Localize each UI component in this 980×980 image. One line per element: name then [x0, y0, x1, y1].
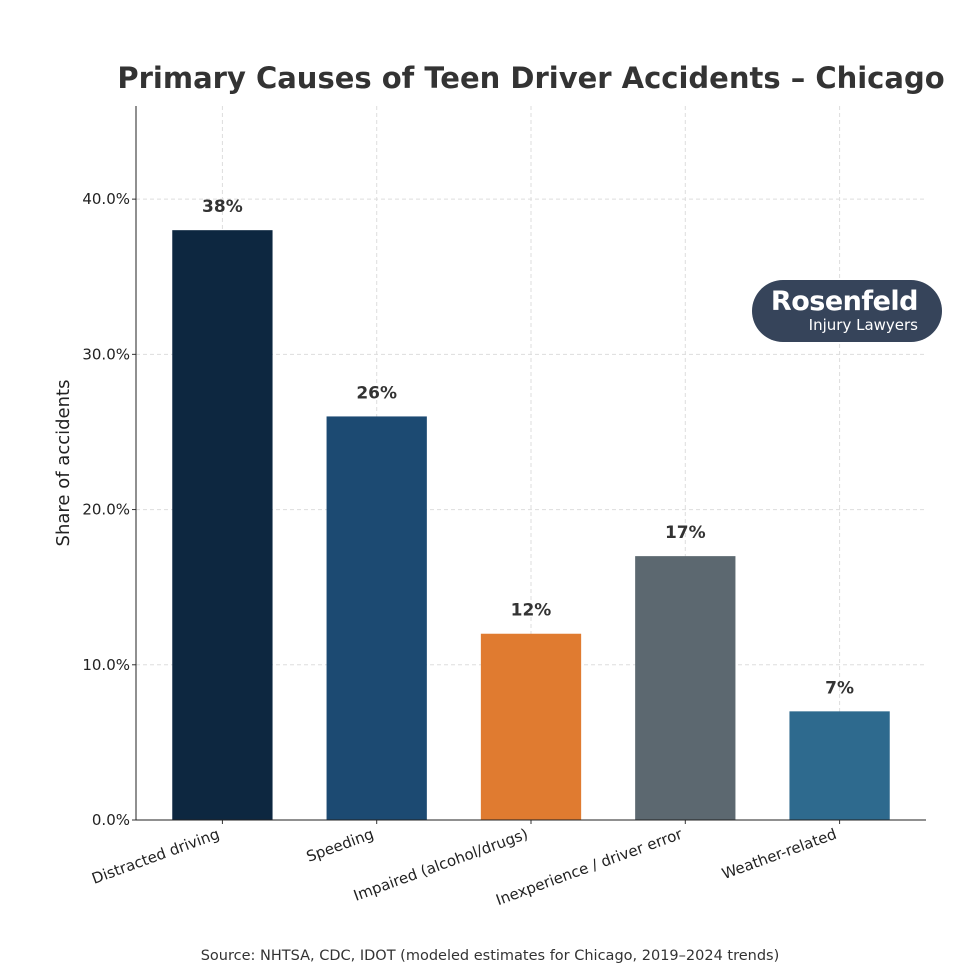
bar: [789, 711, 890, 820]
y-tick-label: 20.0%: [82, 501, 130, 519]
x-tick-label: Distracted driving: [89, 825, 221, 888]
logo-name: Rosenfeld: [770, 286, 919, 317]
y-axis-label: Share of accidents: [53, 380, 74, 547]
data-label: 12%: [511, 601, 552, 621]
chart-title: Primary Causes of Teen Driver Accidents …: [117, 61, 944, 95]
source-note: Source: NHTSA, CDC, IDOT (modeled estima…: [201, 948, 780, 964]
data-label: 7%: [825, 678, 854, 698]
bar: [172, 230, 273, 820]
data-label: 17%: [665, 523, 706, 543]
x-tick-label: Weather-related: [719, 825, 839, 883]
x-tick-label: Speeding: [304, 825, 376, 866]
bar: [480, 633, 582, 820]
y-tick-label: 40.0%: [82, 190, 130, 208]
bar: [326, 416, 427, 820]
rosenfeld-logo: Rosenfeld Injury Lawyers: [752, 280, 942, 342]
y-tick-label: 10.0%: [82, 656, 130, 674]
logo-tagline: Injury Lawyers: [808, 316, 918, 334]
bar: [635, 556, 736, 820]
y-tick-label: 30.0%: [82, 345, 130, 363]
data-label: 26%: [356, 383, 397, 403]
data-label: 38%: [202, 197, 243, 217]
y-tick-label: 0.0%: [92, 811, 130, 829]
